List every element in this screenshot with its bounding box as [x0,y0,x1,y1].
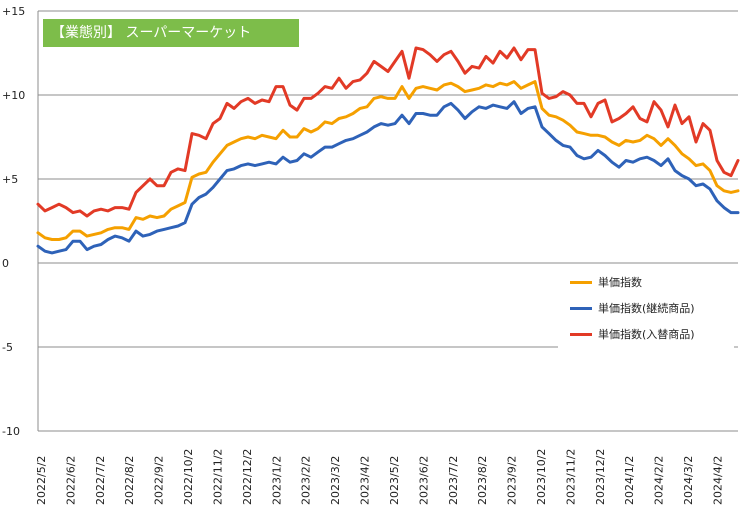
x-tick-label: 2022/6/2 [64,456,77,505]
legend-label-unit-price: 単価指数 [598,276,642,289]
x-tick-label: 2023/12/2 [594,449,607,505]
legend-swatch-unit-price [570,280,592,284]
series-layer [36,46,740,255]
x-tick-label: 2022/10/2 [182,449,195,505]
x-tick-label: 2023/7/2 [447,456,460,505]
legend-swatch-continuing [570,306,592,310]
legend-label-replacement: 単価指数(入替商品) [598,328,695,341]
x-tick-label: 2023/2/2 [300,456,313,505]
x-tick-label: 2023/5/2 [388,456,401,505]
x-tick-label: 2022/8/2 [123,456,136,505]
series-line-2 [36,46,740,218]
x-tick-label: 2023/6/2 [417,456,430,505]
legend-swatch-replacement [570,332,592,336]
axis-layer: +15 +10 +5 0 -5 -10 2022/5/2 2022/6/2 2022/7/2 20… [2,5,724,505]
chart-title: 【業態別】 スーパーマーケット [43,19,299,47]
x-tick-label: 2022/9/2 [153,456,166,505]
x-tick-label: 2023/10/2 [535,449,548,505]
legend-item-continuing: 単価指数(継続商品) [570,300,695,316]
x-tick-label: 2022/12/2 [241,449,254,505]
x-tick-label: 2024/3/2 [682,456,695,505]
y-tick-label: +10 [2,89,25,102]
y-tick-label: +15 [2,5,25,18]
y-tick-label: -5 [2,341,13,354]
x-tick-label: 2023/4/2 [359,456,372,505]
legend-item-unit-price: 単価指数 [570,274,642,290]
x-tick-label: 2022/7/2 [94,456,107,505]
x-tick-label: 2022/5/2 [35,456,48,505]
y-tick-label: -10 [2,425,20,438]
x-tick-label: 2023/3/2 [329,456,342,505]
x-tick-label: 2024/2/2 [653,456,666,505]
series-line-0 [36,80,740,241]
y-tick-label: +5 [2,173,18,186]
x-tick-label: 2023/1/2 [270,456,283,505]
x-tick-label: 2024/4/2 [711,456,724,505]
x-tick-label: 2023/9/2 [506,456,519,505]
grid-layer [38,10,738,432]
legend: 単価指数 単価指数(継続商品) 単価指数(入替商品) [558,268,734,348]
legend-item-replacement: 単価指数(入替商品) [570,326,695,342]
y-tick-label: 0 [2,257,9,270]
legend-label-continuing: 単価指数(継続商品) [598,302,695,315]
x-tick-label: 2022/11/2 [211,449,224,505]
x-tick-label: 2023/11/2 [564,449,577,505]
x-tick-label: 2023/8/2 [476,456,489,505]
series-line-1 [36,100,740,255]
x-tick-label: 2024/1/2 [623,456,636,505]
